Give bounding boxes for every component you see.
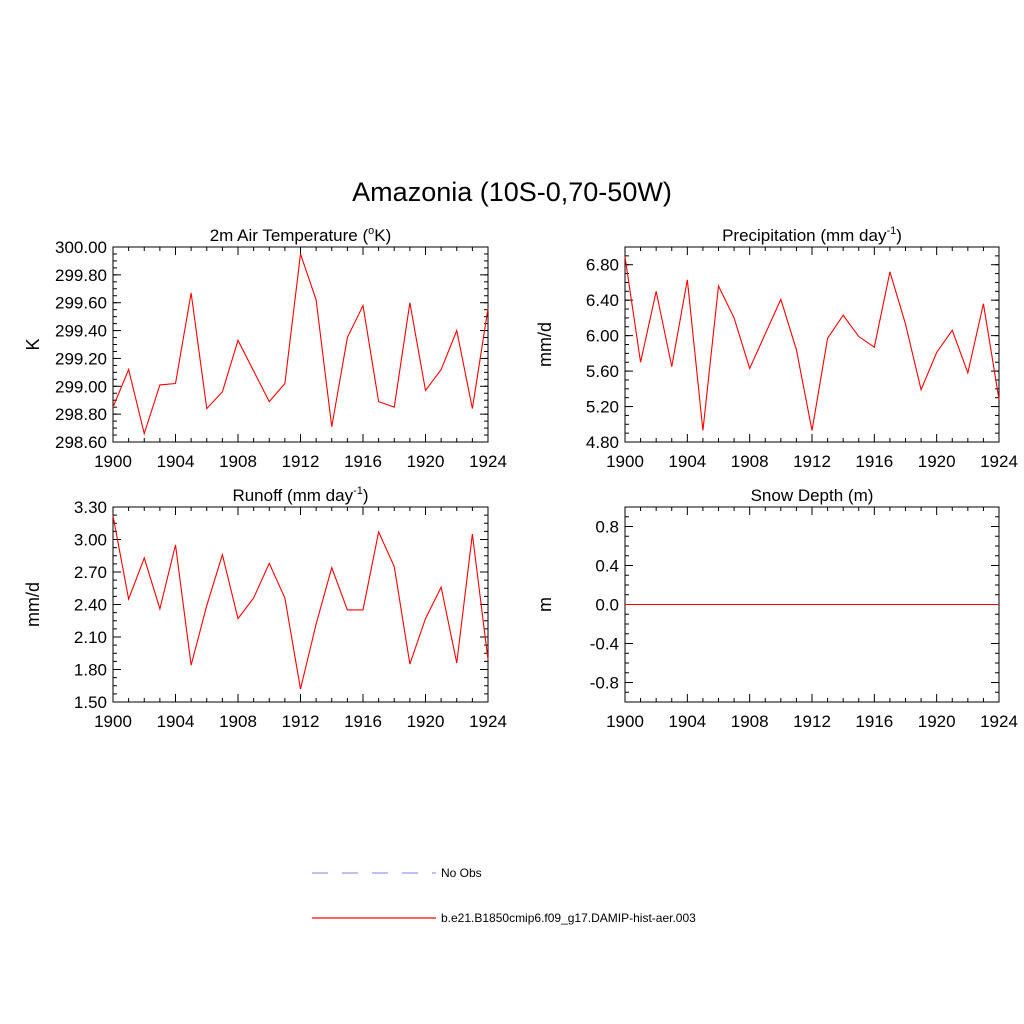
x-tick-label: 1924 (469, 712, 507, 731)
x-tick-label: 1908 (219, 712, 257, 731)
panel-3: 1900 1904 1908 1912 1916 1920 1924 1.50 1.80 2.10… (23, 485, 507, 731)
panel-title: Precipitation (mm day-1) (722, 225, 902, 245)
x-tick-label: 1916 (855, 452, 893, 471)
x-tick-label: 1912 (282, 452, 320, 471)
y-tick-label: 299.40 (55, 322, 107, 341)
panel-4: 1900 1904 1908 1912 1916 1920 1924 -0.8 -0.4 0.0 0… (535, 486, 1018, 731)
x-tick-label: 1904 (157, 712, 195, 731)
x-tick-label: 1908 (731, 712, 769, 731)
x-tick-label: 1900 (94, 712, 132, 731)
series-line (112, 515, 489, 690)
legend: No Obs b.e21.B1850cmip6.f09_g17.DAMIP-his… (312, 866, 696, 925)
y-tick-label: 299.20 (55, 349, 107, 368)
x-tick-label: 1920 (407, 712, 445, 731)
legend-label: b.e21.B1850cmip6.f09_g17.DAMIP-hist-aer.… (441, 911, 696, 925)
x-tick-label: 1920 (407, 452, 445, 471)
plot-frame (112, 246, 489, 443)
y-tick-label: 3.00 (74, 531, 107, 550)
x-tick-label: 1904 (668, 452, 706, 471)
y-tick-label: 0.4 (595, 557, 619, 576)
y-tick-label: 2.40 (74, 596, 107, 615)
x-tick-label: 1924 (980, 712, 1018, 731)
x-tick-label: 1904 (668, 712, 706, 731)
series-line (112, 253, 489, 436)
x-tick-label: 1920 (918, 712, 956, 731)
y-tick-label: 299.80 (55, 266, 107, 285)
y-tick-label: 6.80 (586, 256, 619, 275)
x-tick-label: 1904 (157, 452, 195, 471)
x-tick-label: 1900 (606, 452, 644, 471)
panel-title: Snow Depth (m) (751, 486, 874, 505)
y-tick-label: 1.50 (74, 693, 107, 712)
x-tick-label: 1920 (918, 452, 956, 471)
x-tick-label: 1924 (469, 452, 507, 471)
panels-group: 1900 1904 1908 1912 1916 1920 1924 298.60 298.80… (23, 225, 1018, 731)
y-tick-label: 2.70 (74, 563, 107, 582)
y-tick-label: 0.8 (595, 518, 619, 537)
x-tick-label: 1900 (606, 712, 644, 731)
x-tick-label: 1912 (793, 452, 831, 471)
panel-2: 1900 1904 1908 1912 1916 1920 1924 4.80 5.20 5.60… (535, 225, 1018, 471)
y-tick-label: 2.10 (74, 628, 107, 647)
y-axis-label: K (23, 338, 43, 350)
x-tick-label: 1912 (793, 712, 831, 731)
y-tick-label: 3.30 (74, 498, 107, 517)
y-axis-label: mm/d (23, 582, 43, 627)
x-tick-label: 1916 (344, 452, 382, 471)
y-tick-label: -0.4 (590, 635, 619, 654)
y-tick-label: 1.80 (74, 661, 107, 680)
y-tick-label: 299.00 (55, 377, 107, 396)
x-tick-label: 1908 (219, 452, 257, 471)
panel-1: 1900 1904 1908 1912 1916 1920 1924 298.60 298.80… (23, 225, 507, 471)
x-tick-label: 1908 (731, 452, 769, 471)
series-line (624, 256, 1000, 431)
y-axis-label: mm/d (535, 322, 555, 367)
x-tick-label: 1912 (282, 712, 320, 731)
x-tick-label: 1900 (94, 452, 132, 471)
x-tick-label: 1924 (980, 452, 1018, 471)
y-tick-label: 5.60 (586, 362, 619, 381)
plot-frame (112, 506, 489, 703)
y-tick-label: 298.80 (55, 405, 107, 424)
y-axis-label: m (535, 597, 555, 612)
y-tick-label: 6.00 (586, 327, 619, 346)
figure-title: Amazonia (10S-0,70-50W) (352, 177, 672, 207)
panel-title: 2m Air Temperature (oK) (210, 225, 392, 245)
x-tick-label: 1916 (344, 712, 382, 731)
y-tick-label: 300.00 (55, 238, 107, 257)
y-tick-label: 298.60 (55, 433, 107, 452)
y-tick-label: 0.0 (595, 596, 619, 615)
legend-label: No Obs (441, 866, 482, 880)
y-tick-label: -0.8 (590, 674, 619, 693)
y-tick-label: 4.80 (586, 433, 619, 452)
y-tick-label: 299.60 (55, 294, 107, 313)
y-tick-label: 6.40 (586, 291, 619, 310)
x-tick-label: 1916 (855, 712, 893, 731)
y-tick-label: 5.20 (586, 398, 619, 417)
panel-title: Runoff (mm day-1) (232, 485, 368, 505)
